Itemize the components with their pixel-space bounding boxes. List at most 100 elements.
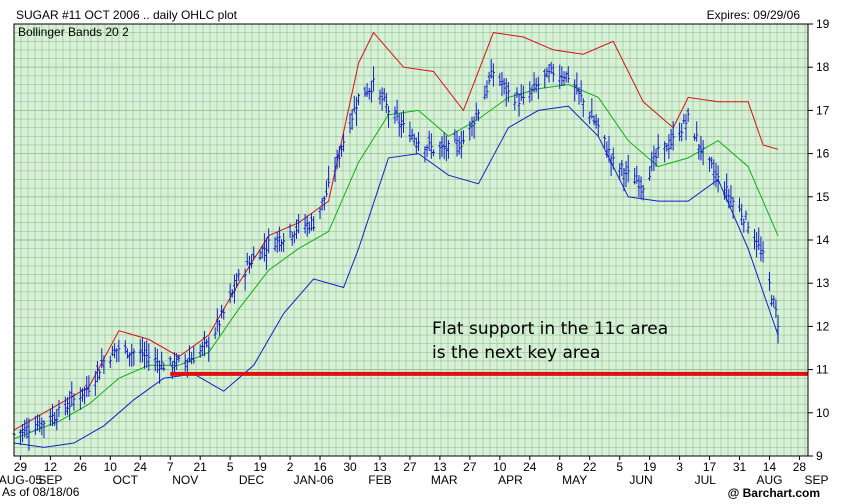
x-day-label: 13	[433, 460, 447, 474]
ohlc-bar	[18, 429, 22, 446]
ohlc-bar	[551, 64, 555, 83]
ohlc-bar	[485, 80, 489, 99]
ohlc-bar	[102, 355, 106, 374]
ohlc-bar	[592, 115, 596, 126]
x-day-label: 10	[493, 460, 507, 474]
ohlc-bar	[560, 66, 564, 86]
ohlc-bar	[295, 219, 299, 239]
ohlc-bar	[123, 340, 127, 354]
x-day-label: 26	[74, 460, 88, 474]
ohlc-bar	[250, 254, 254, 269]
ohlc-bar	[70, 381, 74, 407]
ohlc-bar	[380, 87, 384, 111]
x-day-label: 14	[763, 460, 777, 474]
ohlc-bar	[757, 227, 761, 251]
y-tick-label: 10	[816, 406, 830, 420]
ohlc-bar	[761, 241, 765, 263]
ohlc-bar	[354, 96, 358, 126]
ohlc-bar	[232, 274, 236, 304]
ohlc-bar	[262, 233, 266, 262]
ohlc-bar	[652, 145, 656, 172]
ohlc-bar	[23, 419, 27, 438]
ohlc-bar	[207, 336, 211, 362]
x-month-label: AUG	[756, 473, 782, 487]
ohlc-bar	[267, 228, 271, 254]
x-month-label: OCT	[113, 473, 139, 487]
ohlc-bar	[339, 144, 343, 157]
y-tick-label: 16	[816, 147, 830, 161]
ohlc-bar	[395, 99, 399, 121]
ohlc-bar	[113, 343, 117, 359]
ohlc-bar	[412, 133, 416, 146]
ohlc-bar	[620, 160, 624, 177]
ohlc-bar	[363, 86, 367, 97]
ohlc-bar	[200, 341, 204, 357]
grid	[14, 23, 808, 457]
ohlc-bar	[265, 237, 269, 270]
ohlc-bar	[459, 130, 463, 159]
ohlc-bar	[100, 348, 104, 369]
ohlc-bar	[158, 360, 162, 384]
x-month-label: MAY	[562, 473, 587, 487]
ohlc-bar	[438, 141, 442, 160]
ohlc-bar	[744, 210, 748, 221]
ohlc-bar	[245, 252, 249, 266]
ohlc-bar	[48, 408, 52, 426]
ohlc-bar	[327, 165, 331, 188]
x-day-label: 3	[676, 460, 683, 474]
ohlc-bar	[414, 137, 418, 155]
ohlc-bar	[425, 144, 429, 158]
ohlc-bar	[235, 272, 239, 288]
ohlc-bar	[427, 130, 431, 151]
ohlc-bar	[738, 197, 742, 213]
ohlc-bar	[352, 95, 356, 113]
ohlc-bar	[57, 399, 61, 418]
x-month-label: JAN-06	[294, 473, 334, 487]
x-day-label: 17	[703, 460, 717, 474]
ohlc-bar	[187, 345, 191, 363]
ohlc-bar	[663, 141, 667, 163]
ohlc-bar	[566, 66, 570, 83]
ohlc-bar	[609, 154, 613, 177]
ohlc-bar	[177, 354, 181, 363]
ohlc-bar	[140, 337, 144, 363]
ohlc-bar	[297, 213, 301, 234]
ohlc-bar	[66, 397, 70, 415]
ohlc-bar	[770, 295, 774, 307]
upper-band-line	[13, 31, 779, 431]
ohlc-bar	[504, 78, 508, 107]
x-day-label: 22	[583, 460, 597, 474]
ohlc-bar	[474, 102, 478, 121]
ohlc-bar	[170, 361, 174, 379]
ohlc-bar	[506, 81, 510, 103]
ohlc-bar	[545, 67, 549, 78]
ohlc-bar	[500, 71, 504, 97]
ohlc-bar	[53, 412, 57, 426]
ohlc-bar	[547, 63, 551, 83]
ohlc-bar	[277, 226, 281, 252]
ohlc-bar	[517, 93, 521, 117]
ohlc-bar	[132, 348, 136, 366]
ohlc-bar	[382, 88, 386, 102]
ohlc-bar	[648, 166, 652, 181]
ohlc-bar	[776, 314, 780, 344]
ohlc-bar	[68, 390, 72, 421]
ohlc-bar	[622, 168, 626, 192]
y-tick-label: 19	[816, 17, 830, 31]
ohlc-bar	[532, 72, 536, 93]
x-day-label: 12	[44, 460, 58, 474]
ohlc-bar	[498, 72, 502, 87]
ohlc-bar	[280, 239, 284, 252]
ohlc-bar	[95, 361, 99, 383]
ohlc-bar	[303, 214, 307, 234]
ohlc-bar	[695, 121, 699, 142]
ohlc-bar	[671, 121, 675, 151]
ohlc-bar	[710, 156, 714, 169]
ohlc-bar	[639, 176, 643, 200]
ohlc-bar	[603, 134, 607, 149]
ohlc-bar	[489, 59, 493, 79]
ohlc-bar	[416, 132, 420, 152]
ohlc-bar	[577, 87, 581, 105]
ohlc-bar	[594, 114, 598, 129]
ohlc-bar	[491, 63, 495, 87]
